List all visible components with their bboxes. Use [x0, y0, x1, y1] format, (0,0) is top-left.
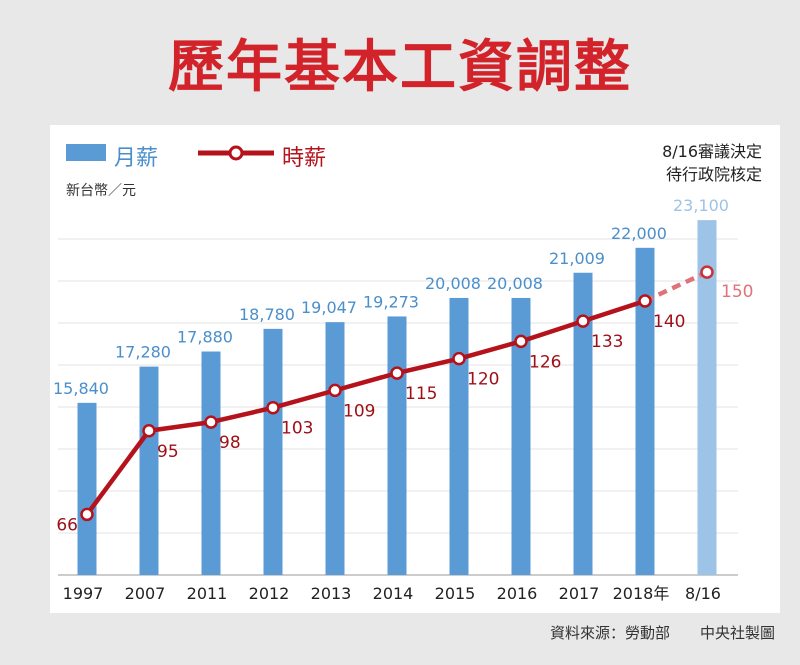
x-tick-label: 2014 [373, 584, 414, 603]
line-point [514, 334, 528, 349]
x-tick-label: 8/16 [685, 584, 721, 603]
bar [387, 316, 407, 575]
source-note: 資料來源：勞動部 [550, 624, 671, 642]
bar [201, 351, 221, 575]
line-point [204, 415, 218, 429]
line-point [142, 424, 156, 438]
bar [573, 272, 593, 575]
bar-value-label: 17,280 [115, 343, 171, 362]
legend-bar-label: 月薪 [114, 146, 159, 171]
bar-value-label: 18,780 [239, 305, 295, 324]
line-value-label: 66 [56, 515, 78, 535]
bar-value-label: 19,273 [363, 292, 419, 311]
legend-line-label: 時薪 [282, 146, 327, 171]
x-tick-label: 2011 [187, 584, 228, 603]
line-point [328, 383, 342, 398]
line-value-label: 98 [219, 433, 241, 453]
bar-value-label: 22,000 [611, 224, 667, 243]
x-tick-label: 2015 [435, 584, 476, 603]
line-point [80, 507, 94, 522]
line-value-label: 150 [721, 282, 753, 302]
line-point [390, 366, 404, 380]
line-point [266, 400, 280, 415]
line-value-label: 126 [529, 352, 561, 372]
x-tick-label: 2017 [559, 584, 600, 603]
bar-value-label: 23,100 [673, 196, 729, 215]
bar [635, 247, 655, 575]
bar-value-label: 17,880 [177, 328, 233, 347]
hourly-wage-line [85, 298, 646, 516]
bar [511, 297, 531, 575]
x-tick-label: 1997 [63, 584, 104, 603]
line-point [638, 294, 652, 308]
line-value-label: 120 [467, 370, 499, 390]
line-point [452, 351, 466, 366]
bar [77, 402, 97, 575]
legend-bar-swatch [66, 144, 106, 161]
bar [697, 220, 717, 576]
unit-label: 新台幣／元 [66, 183, 136, 199]
x-tick-label: 2016 [497, 584, 538, 603]
x-tick-label: 2007 [125, 584, 166, 603]
line-value-label: 115 [405, 384, 437, 404]
line-value-label: 140 [653, 312, 685, 332]
credit-note: 中央社製圖 [700, 624, 776, 642]
chart-title: 歷年基本工資調整 [168, 35, 632, 100]
x-tick-label: 2012 [249, 584, 290, 603]
bar-value-label: 20,008 [487, 274, 543, 293]
approval-note: 8/16審議決定 待行政院核定 [662, 140, 762, 186]
line-value-label: 103 [281, 419, 313, 439]
bar-value-label: 20,008 [425, 274, 481, 293]
line-value-label: 95 [157, 442, 179, 462]
bar-value-label: 19,047 [301, 298, 357, 317]
bar-value-label: 21,009 [549, 249, 605, 268]
line-point [700, 265, 714, 279]
bar-value-label: 15,840 [53, 379, 109, 398]
hourly-wage-pending-segment [644, 270, 708, 304]
approval-note-line-2: 待行政院核定 [665, 165, 762, 184]
bar [325, 322, 345, 575]
x-tick-label: 2013 [311, 584, 352, 603]
line-point [576, 314, 590, 328]
legend-line-swatch [198, 145, 274, 161]
bar [139, 366, 159, 575]
approval-note-line-1: 8/16審議決定 [662, 142, 762, 161]
bar [263, 328, 283, 575]
line-value-label: 133 [591, 332, 623, 352]
line-value-label: 109 [343, 401, 375, 421]
x-tick-label: 2018年 [613, 584, 670, 603]
bar [449, 297, 469, 575]
